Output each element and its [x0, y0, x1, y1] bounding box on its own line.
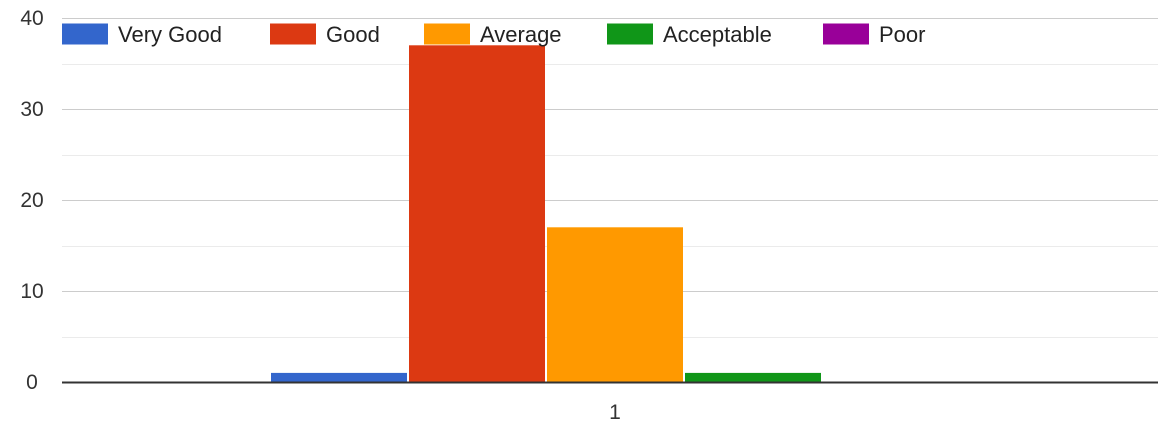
y-tick-label: 0 — [26, 371, 38, 394]
bar-acceptable[interactable] — [685, 372, 821, 382]
legend-label: Very Good — [118, 22, 222, 47]
legend-item-acceptable[interactable]: Acceptable — [607, 22, 772, 47]
legend-swatch — [424, 23, 470, 45]
x-tick-label: 1 — [609, 401, 621, 423]
legend-swatch — [607, 23, 653, 45]
y-tick-label: 40 — [20, 7, 43, 30]
legend-swatch — [62, 23, 108, 45]
legend-label: Average — [480, 22, 562, 47]
bar-good[interactable] — [409, 45, 545, 383]
legend[interactable]: Very Good Good Average Acceptable Poor — [62, 22, 925, 47]
y-tick-label: 20 — [20, 189, 43, 212]
y-axis-tick-labels: 0 10 20 30 40 — [20, 7, 43, 394]
bar-very-good[interactable] — [271, 372, 407, 382]
legend-swatch — [270, 23, 316, 45]
legend-item-average[interactable]: Average — [424, 22, 562, 47]
y-tick-label: 30 — [20, 98, 43, 121]
legend-label: Acceptable — [663, 22, 772, 47]
bars — [271, 45, 821, 383]
legend-item-good[interactable]: Good — [270, 22, 380, 47]
bar-average[interactable] — [547, 227, 683, 382]
x-axis-tick-labels: 1 — [609, 401, 621, 423]
legend-label: Poor — [879, 22, 925, 47]
legend-label: Good — [326, 22, 380, 47]
y-tick-label: 10 — [20, 280, 43, 303]
legend-item-very-good[interactable]: Very Good — [62, 22, 222, 47]
legend-swatch — [823, 23, 869, 45]
legend-item-poor[interactable]: Poor — [823, 22, 925, 47]
